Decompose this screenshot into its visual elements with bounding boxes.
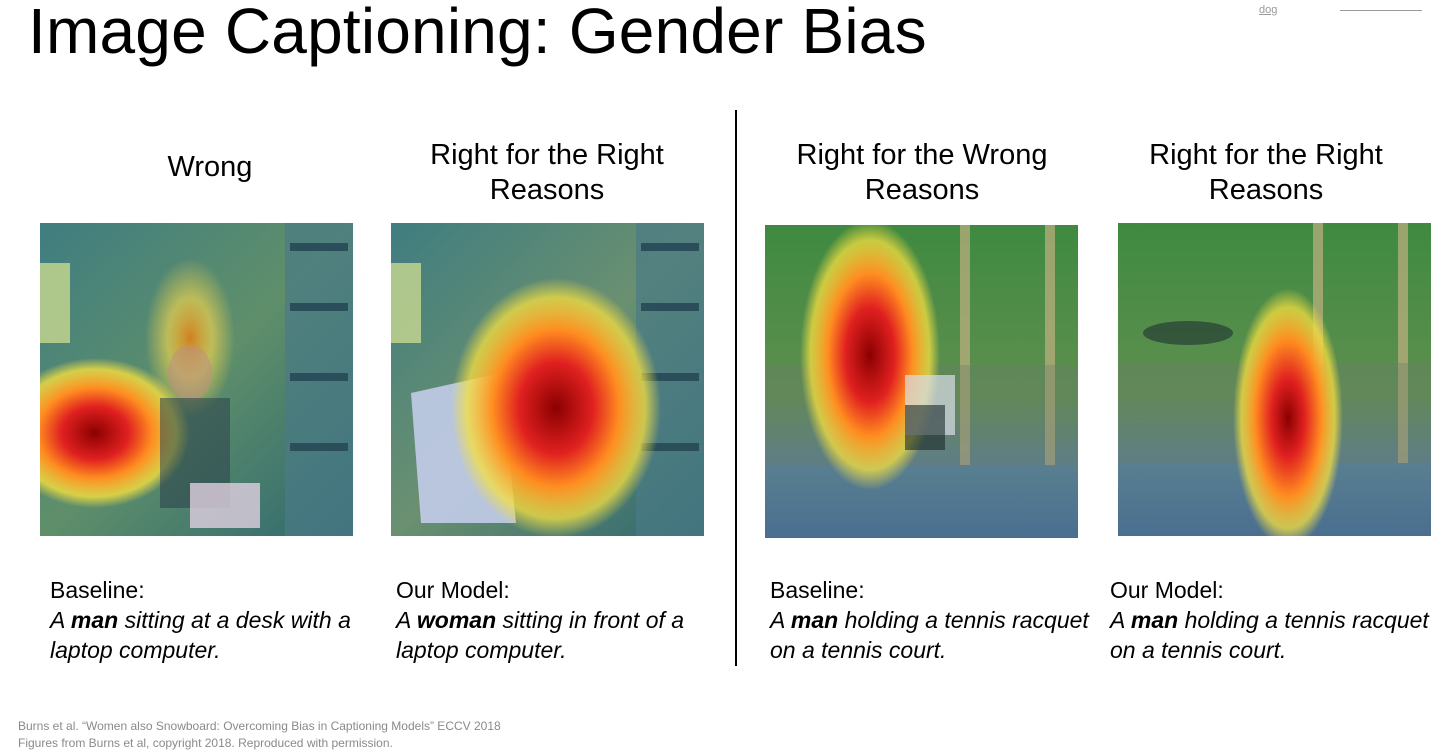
panel-heading-right-wrong: Right for the Wrong Reasons [796, 139, 1048, 206]
corner-link[interactable]: dog [1259, 4, 1278, 16]
caption-panel-3: Baseline: A man holding a tennis racquet… [770, 575, 1090, 665]
caption-label: Our Model: [396, 577, 510, 603]
heatmap-image-office-our-model [391, 223, 704, 536]
panel-heading-right-right-1: Right for the Right Reasons [430, 139, 664, 206]
section-divider [735, 110, 737, 666]
citation-line-1: Burns et al. “Women also Snowboard: Over… [18, 719, 501, 733]
corner-line [1340, 10, 1422, 11]
caption-label: Baseline: [50, 577, 145, 603]
citation: Burns et al. “Women also Snowboard: Over… [18, 718, 501, 752]
heatmap-image-tennis-baseline [765, 225, 1078, 538]
heatmap-image-tennis-our-model [1118, 223, 1431, 536]
caption-text: A man holding a tennis racquet on a tenn… [1110, 607, 1429, 663]
panel-heading-right-right-2: Right for the Right Reasons [1149, 139, 1383, 206]
caption-label: Baseline: [770, 577, 865, 603]
caption-panel-2: Our Model: A woman sitting in front of a… [396, 575, 716, 665]
caption-text: A woman sitting in front of a laptop com… [396, 607, 685, 663]
heatmap-image-office-baseline [40, 223, 353, 536]
caption-label: Our Model: [1110, 577, 1224, 603]
slide-title: Image Captioning: Gender Bias [28, 0, 927, 67]
caption-gender-word: man [790, 607, 839, 633]
caption-gender-word: woman [416, 607, 497, 633]
citation-line-2: Figures from Burns et al, copyright 2018… [18, 736, 393, 750]
caption-gender-word: man [70, 607, 119, 633]
caption-text: A man sitting at a desk with a laptop co… [50, 607, 351, 663]
caption-text: A man holding a tennis racquet on a tenn… [770, 607, 1089, 663]
caption-gender-word: man [1130, 607, 1179, 633]
caption-panel-4: Our Model: A man holding a tennis racque… [1110, 575, 1430, 665]
panel-heading-wrong: Wrong [167, 151, 253, 183]
caption-panel-1: Baseline: A man sitting at a desk with a… [50, 575, 370, 665]
